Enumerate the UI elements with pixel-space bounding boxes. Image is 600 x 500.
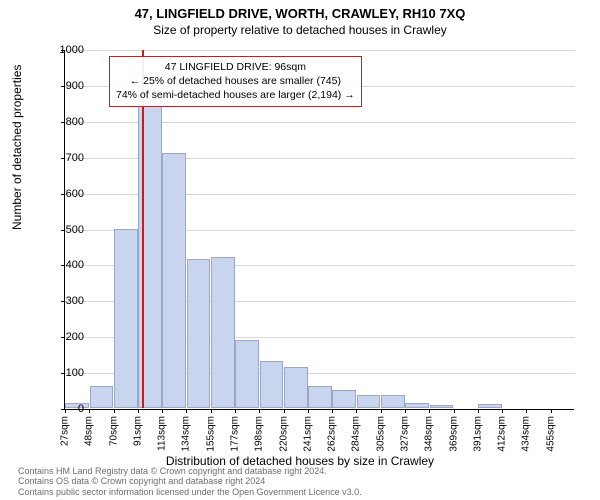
histogram-bar xyxy=(381,395,405,408)
xtick-mark xyxy=(186,409,187,413)
annotation-line: 74% of semi-detached houses are larger (… xyxy=(116,88,355,102)
footer-line: Contains public sector information licen… xyxy=(18,487,362,498)
ytick-label: 300 xyxy=(44,295,84,307)
xtick-label: 70sqm xyxy=(108,416,119,446)
xtick-label: 27sqm xyxy=(60,416,71,446)
xtick-mark xyxy=(211,409,212,413)
plot-region: 27sqm48sqm70sqm91sqm113sqm134sqm155sqm17… xyxy=(64,50,574,410)
ytick-label: 400 xyxy=(44,259,84,271)
xtick-mark xyxy=(284,409,285,413)
histogram-bar xyxy=(162,153,186,408)
xtick-label: 177sqm xyxy=(230,416,241,452)
xtick-label: 412sqm xyxy=(497,416,508,452)
histogram-bar xyxy=(357,395,381,408)
xtick-label: 220sqm xyxy=(278,416,289,452)
page-title: 47, LINGFIELD DRIVE, WORTH, CRAWLEY, RH1… xyxy=(0,0,600,21)
histogram-bar xyxy=(284,367,308,408)
histogram-bar xyxy=(187,259,211,408)
xtick-label: 391sqm xyxy=(472,416,483,452)
footer-attribution: Contains HM Land Registry data © Crown c… xyxy=(18,466,362,498)
xtick-mark xyxy=(259,409,260,413)
xtick-label: 327sqm xyxy=(400,416,411,452)
chart-area: 27sqm48sqm70sqm91sqm113sqm134sqm155sqm17… xyxy=(64,50,574,410)
histogram-bar xyxy=(430,405,454,408)
xtick-label: 305sqm xyxy=(375,416,386,452)
xtick-mark xyxy=(405,409,406,413)
xtick-label: 91sqm xyxy=(132,416,143,446)
annotation-line: 47 LINGFIELD DRIVE: 96sqm xyxy=(116,60,355,74)
histogram-bar xyxy=(260,361,284,408)
xtick-mark xyxy=(235,409,236,413)
xtick-label: 434sqm xyxy=(521,416,532,452)
histogram-bar xyxy=(332,390,356,408)
ytick-label: 700 xyxy=(44,152,84,164)
xtick-mark xyxy=(138,409,139,413)
histogram-bar xyxy=(308,386,332,408)
histogram-bar xyxy=(235,340,259,408)
ytick-label: 1000 xyxy=(44,44,84,56)
xtick-label: 134sqm xyxy=(181,416,192,452)
annotation-line: ← 25% of detached houses are smaller (74… xyxy=(116,74,355,88)
xtick-mark xyxy=(356,409,357,413)
ytick-label: 200 xyxy=(44,331,84,343)
y-axis-label: Number of detached properties xyxy=(10,65,24,230)
histogram-bar xyxy=(211,257,235,408)
xtick-label: 241sqm xyxy=(302,416,313,452)
ytick-label: 0 xyxy=(44,403,84,415)
xtick-mark xyxy=(478,409,479,413)
page-subtitle: Size of property relative to detached ho… xyxy=(0,21,600,37)
ytick-label: 900 xyxy=(44,80,84,92)
xtick-label: 262sqm xyxy=(327,416,338,452)
histogram-bar xyxy=(90,386,114,408)
ytick-label: 600 xyxy=(44,188,84,200)
xtick-mark xyxy=(308,409,309,413)
xtick-label: 455sqm xyxy=(545,416,556,452)
xtick-label: 348sqm xyxy=(424,416,435,452)
ytick-label: 500 xyxy=(44,224,84,236)
xtick-label: 48sqm xyxy=(84,416,95,446)
xtick-label: 369sqm xyxy=(448,416,459,452)
histogram-bar xyxy=(405,403,429,408)
xtick-label: 284sqm xyxy=(351,416,362,452)
annotation-box: 47 LINGFIELD DRIVE: 96sqm← 25% of detach… xyxy=(109,56,362,107)
xtick-mark xyxy=(551,409,552,413)
xtick-label: 198sqm xyxy=(254,416,265,452)
xtick-mark xyxy=(502,409,503,413)
xtick-mark xyxy=(114,409,115,413)
xtick-mark xyxy=(381,409,382,413)
xtick-mark xyxy=(332,409,333,413)
footer-line: Contains OS data © Crown copyright and d… xyxy=(18,476,362,487)
xtick-mark xyxy=(454,409,455,413)
xtick-label: 113sqm xyxy=(157,416,168,451)
histogram-bar xyxy=(478,404,502,408)
xtick-label: 155sqm xyxy=(205,416,216,452)
footer-line: Contains HM Land Registry data © Crown c… xyxy=(18,466,362,477)
xtick-mark xyxy=(162,409,163,413)
histogram-bar xyxy=(114,229,138,409)
xtick-mark xyxy=(526,409,527,413)
ytick-label: 800 xyxy=(44,116,84,128)
ytick-label: 100 xyxy=(44,367,84,379)
xtick-mark xyxy=(429,409,430,413)
xtick-mark xyxy=(89,409,90,413)
